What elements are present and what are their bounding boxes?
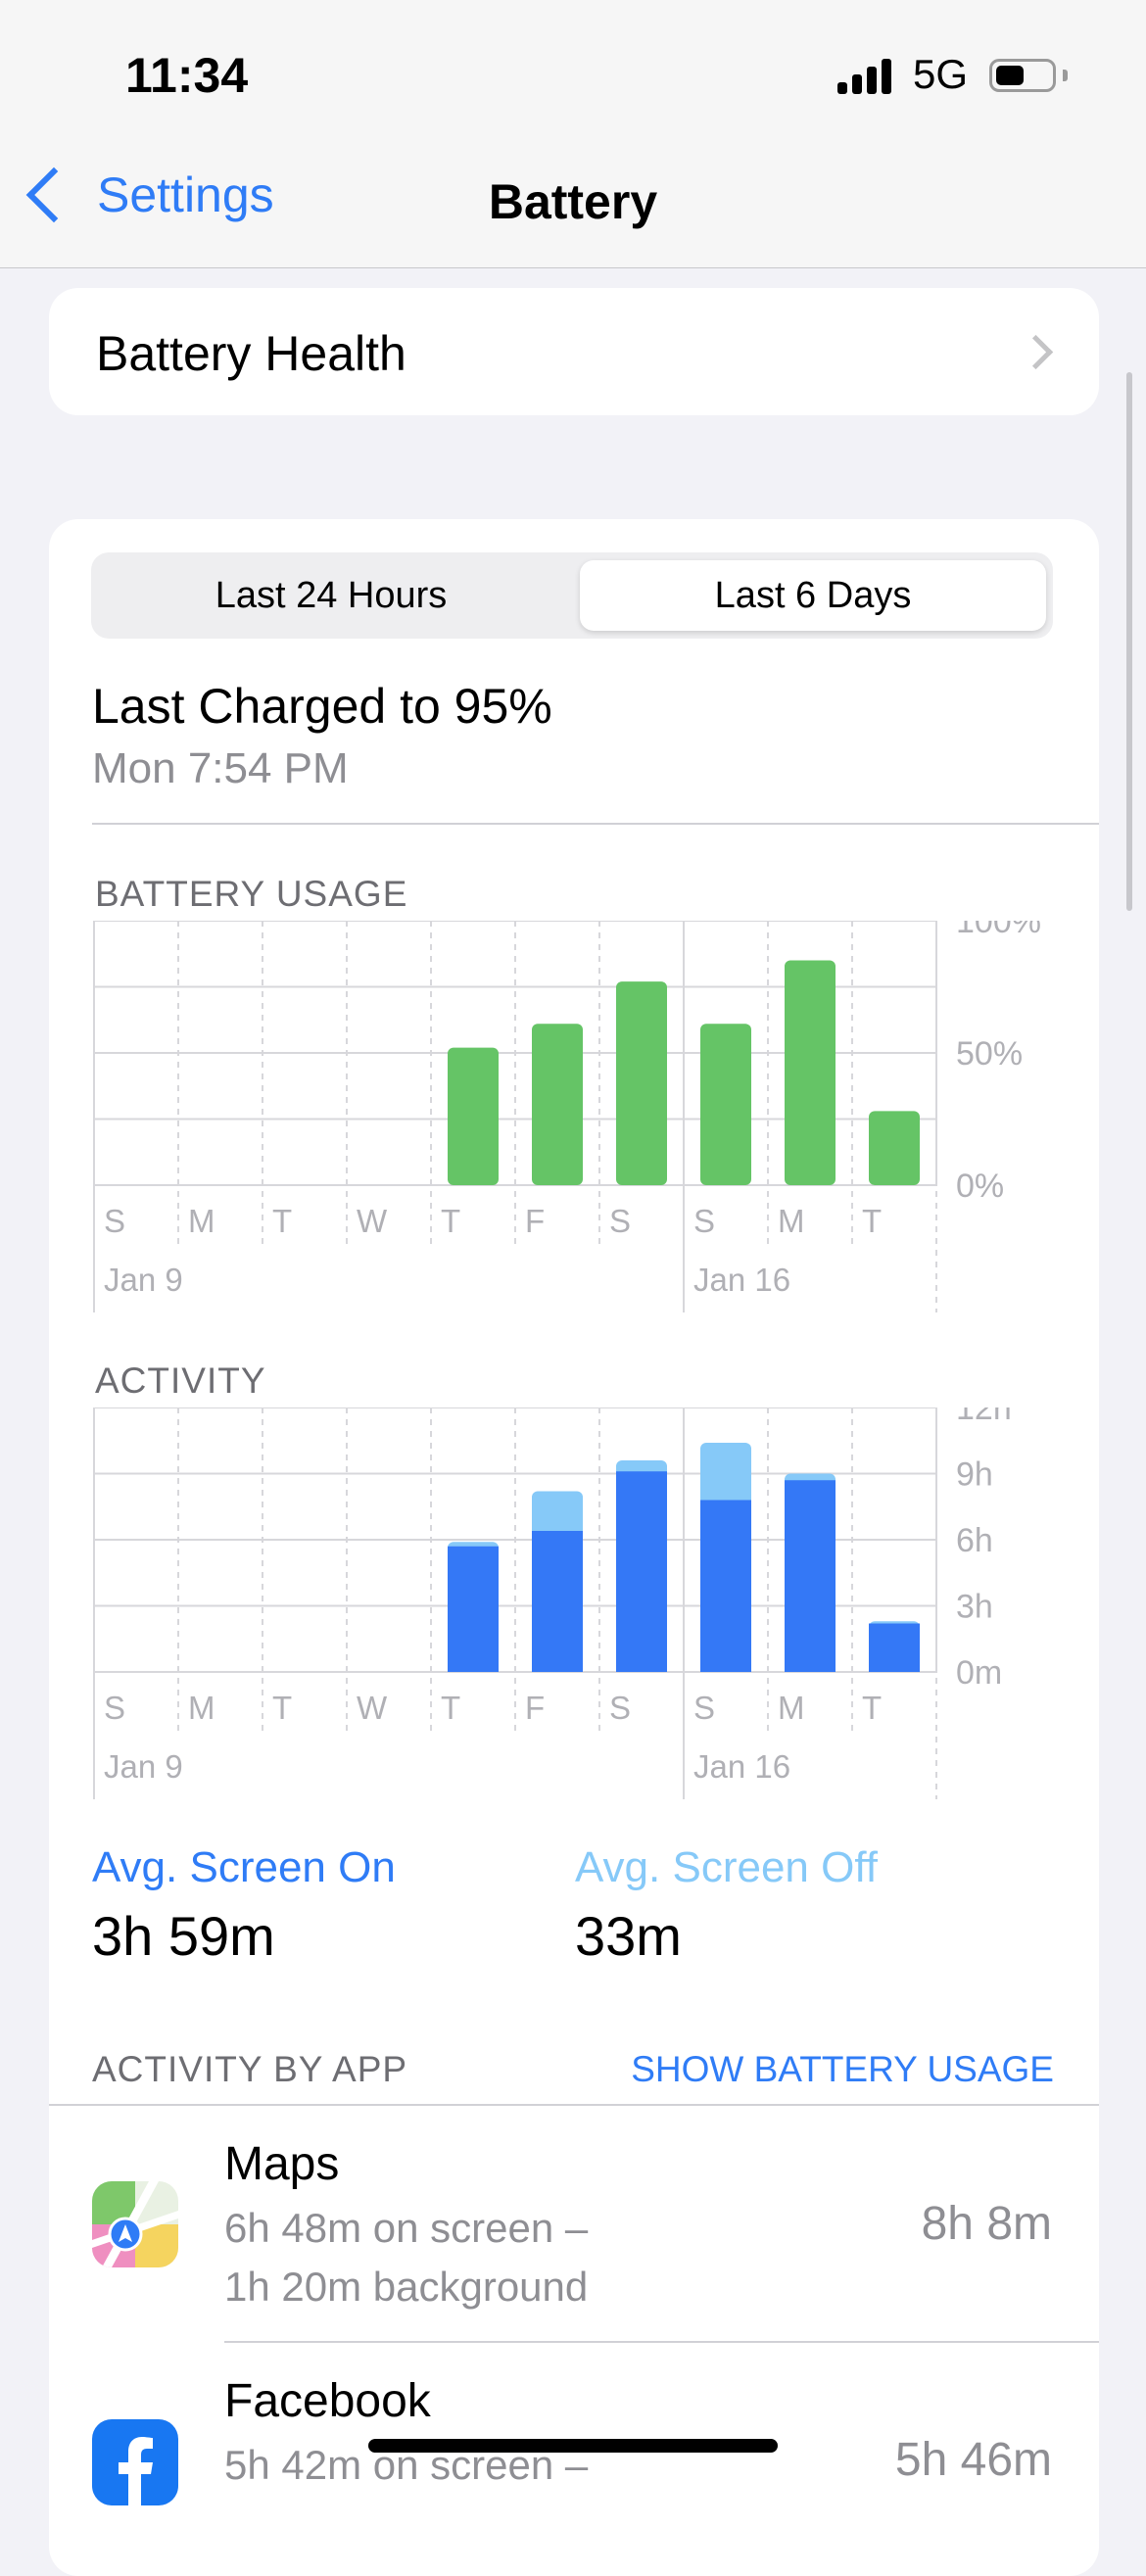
activity-chart: 12h 9h 6h 3h 0m S M T W T F S S M T Jan 9 Jan 16 [93, 1407, 1012, 1799]
date-label: Jan 9 [104, 1748, 183, 1785]
day-label: M [188, 1203, 215, 1239]
home-indicator[interactable] [368, 2439, 778, 2453]
day-label: S [609, 1203, 631, 1239]
avg-screen-off-label: Avg. Screen Off [575, 1843, 878, 1891]
status-bar [0, 0, 1146, 147]
divider [224, 2341, 1099, 2343]
battery-usage-label: BATTERY USAGE [95, 874, 408, 914]
screen-on-bar [616, 1471, 667, 1672]
y-tick-label: 0m [956, 1654, 1002, 1692]
battery-health-row[interactable] [49, 288, 1099, 415]
y-tick-label: 3h [956, 1589, 993, 1626]
scrollbar[interactable] [1126, 372, 1132, 911]
screen-on-bar [700, 1500, 751, 1672]
back-label: Settings [97, 167, 274, 222]
usage-bar [448, 1047, 499, 1185]
navigation-bar [0, 147, 1146, 268]
app-total: 5h 46m [894, 2434, 1052, 2486]
maps-icon [92, 2181, 178, 2267]
app-detail: 6h 48m on screen – [224, 2205, 589, 2251]
day-label: S [104, 1203, 125, 1239]
day-label: W [357, 1690, 388, 1726]
y-tick-label: 0% [956, 1168, 1004, 1205]
battery-usage-chart: 100% 50% 0% S M T W T F S S M T Jan 9 Jan 16 [93, 921, 1041, 1312]
day-label: T [862, 1690, 882, 1726]
usage-bar [785, 960, 836, 1185]
facebook-icon [92, 2419, 178, 2505]
usage-bar [532, 1024, 583, 1185]
day-label: W [357, 1203, 388, 1239]
day-label: S [104, 1690, 125, 1726]
avg-screen-off-value: 33m [575, 1905, 682, 1967]
day-label: S [609, 1690, 631, 1726]
day-label: T [441, 1690, 460, 1726]
segment-last-24-hours[interactable]: Last 24 Hours [215, 574, 448, 616]
day-label: T [862, 1203, 882, 1239]
page-title: Battery [488, 174, 658, 229]
day-label: T [441, 1203, 460, 1239]
y-tick-label: 9h [956, 1456, 993, 1494]
divider [49, 2104, 1099, 2106]
last-charged-time: Mon 7:54 PM [92, 744, 349, 792]
battery-health-label: Battery Health [96, 326, 406, 381]
date-label: Jan 16 [693, 1748, 790, 1785]
screen-on-bar [869, 1623, 920, 1672]
app-name: Maps [224, 2138, 340, 2190]
app-name: Facebook [224, 2375, 431, 2427]
network-label: 5G [913, 51, 969, 97]
y-tick-label: 12h [956, 1407, 1012, 1427]
avg-screen-on-value: 3h 59m [92, 1905, 275, 1967]
day-label: M [188, 1690, 215, 1726]
battery-icon [989, 59, 1056, 92]
day-label: S [693, 1690, 715, 1726]
show-battery-usage-button[interactable]: SHOW BATTERY USAGE [631, 2049, 1054, 2089]
y-tick-label: 6h [956, 1522, 993, 1559]
day-label: M [778, 1690, 805, 1726]
signal-icon [837, 59, 896, 94]
screen-on-bar [532, 1531, 583, 1672]
usage-bar [700, 1024, 751, 1185]
activity-by-app-header: ACTIVITY BY APP [92, 2049, 408, 2089]
y-tick-label: 100% [956, 921, 1041, 940]
screen-on-bar [448, 1546, 499, 1672]
divider [92, 823, 1099, 825]
activity-label: ACTIVITY [95, 1360, 266, 1401]
battery-tip [1063, 70, 1068, 81]
y-tick-label: 50% [956, 1035, 1023, 1073]
last-charged-title: Last Charged to 95% [92, 679, 552, 734]
avg-screen-on-label: Avg. Screen On [92, 1843, 396, 1891]
date-label: Jan 16 [693, 1262, 790, 1298]
app-total: 8h 8m [921, 2198, 1052, 2250]
segment-last-6-days[interactable]: Last 6 Days [580, 560, 1046, 631]
day-label: T [272, 1690, 292, 1726]
screen-on-bar [785, 1480, 836, 1672]
date-label: Jan 9 [104, 1262, 183, 1298]
usage-bar [616, 981, 667, 1185]
status-time: 11:34 [125, 48, 249, 103]
back-button[interactable]: Settings [24, 167, 274, 223]
day-label: S [693, 1203, 715, 1239]
day-label: T [272, 1203, 292, 1239]
usage-bar [869, 1111, 920, 1185]
app-detail: 1h 20m background [224, 2264, 589, 2310]
day-label: F [525, 1690, 545, 1726]
day-label: M [778, 1203, 805, 1239]
day-label: F [525, 1203, 545, 1239]
